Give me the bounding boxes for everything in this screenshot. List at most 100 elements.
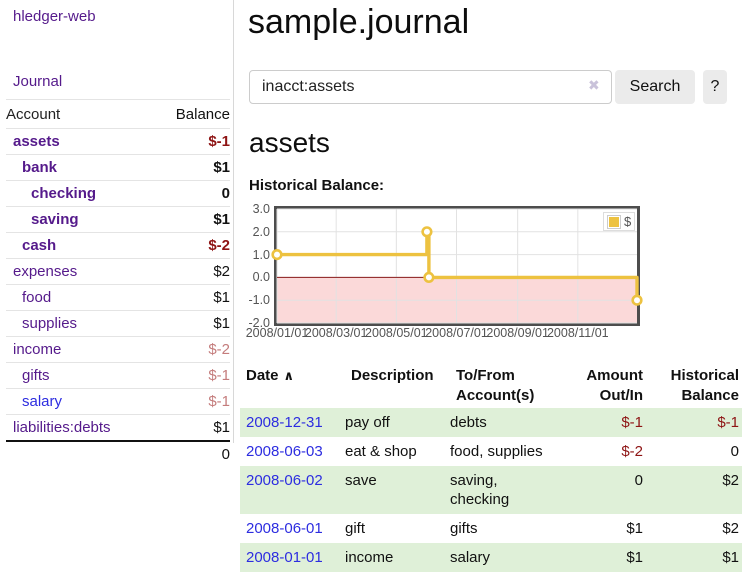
app-brand-link[interactable]: hledger-web bbox=[13, 8, 96, 25]
account-balance: $1 bbox=[153, 310, 230, 337]
transaction-description: eat & shop bbox=[345, 443, 417, 460]
register-row: 2008-01-01 income salary $1 $1 bbox=[240, 543, 742, 572]
accounts-header-row: Account Balance bbox=[6, 99, 230, 129]
account-balance: $1 bbox=[153, 206, 230, 233]
transaction-balance: $2 bbox=[722, 520, 739, 537]
account-balance: $-1 bbox=[153, 388, 230, 415]
account-link-saving[interactable]: saving bbox=[31, 211, 79, 228]
account-row: checking 0 bbox=[6, 180, 230, 207]
account-heading: assets bbox=[249, 127, 330, 158]
x-axis-tick-label: 2008/01/01 bbox=[245, 326, 309, 340]
account-balance: 0 bbox=[153, 180, 230, 207]
sort-ascending-icon: ∧ bbox=[283, 368, 295, 383]
account-link-liabilities-debts[interactable]: liabilities:debts bbox=[13, 419, 111, 436]
account-row: liabilities:debts $1 bbox=[6, 415, 230, 442]
search-button[interactable]: Search bbox=[615, 70, 695, 104]
register-row: 2008-06-03 eat & shop food, supplies $-2… bbox=[240, 437, 742, 466]
chart-legend: $ bbox=[603, 212, 636, 231]
transaction-amount: 0 bbox=[634, 472, 643, 489]
register-row: 2008-06-02 save saving, checking 0 $2 bbox=[240, 466, 742, 514]
clear-search-icon[interactable]: ✖ bbox=[588, 77, 600, 93]
chart-title: Historical Balance: bbox=[249, 177, 385, 194]
transaction-description: pay off bbox=[345, 414, 390, 431]
account-column-header: Account bbox=[6, 99, 154, 129]
account-row: income $-2 bbox=[6, 336, 230, 363]
transaction-balance: $1 bbox=[722, 549, 739, 566]
transaction-accounts: gifts bbox=[450, 520, 478, 537]
y-axis-tick-label: 2.0 bbox=[252, 224, 270, 239]
transaction-accounts: saving, checking bbox=[450, 472, 510, 508]
account-row: gifts $-1 bbox=[6, 362, 230, 389]
y-axis-tick-label: 1.0 bbox=[252, 247, 270, 262]
transaction-amount: $1 bbox=[626, 549, 643, 566]
register-row: 2008-12-31 pay off debts $-1 $-1 bbox=[240, 408, 742, 437]
transaction-accounts: salary bbox=[450, 549, 491, 566]
column-header-description[interactable]: Description bbox=[351, 367, 434, 384]
page-title: sample.journal bbox=[248, 3, 470, 41]
account-row: supplies $1 bbox=[6, 310, 230, 337]
sidebar-divider bbox=[233, 0, 234, 443]
account-link-gifts[interactable]: gifts bbox=[22, 367, 50, 384]
account-link-income[interactable]: income bbox=[13, 341, 62, 358]
account-link-assets[interactable]: assets bbox=[13, 133, 60, 150]
account-balance: $1 bbox=[213, 419, 230, 436]
column-header-date[interactable]: Date ∧ bbox=[246, 367, 295, 384]
transaction-description: save bbox=[345, 472, 377, 489]
sidebar-item-journal[interactable]: Journal bbox=[13, 73, 63, 90]
transaction-amount: $-2 bbox=[621, 443, 643, 460]
account-link-food[interactable]: food bbox=[22, 289, 52, 306]
account-balance: $-1 bbox=[153, 362, 230, 389]
help-button[interactable]: ? bbox=[703, 70, 727, 104]
account-row: cash $-2 bbox=[6, 232, 230, 259]
transaction-amount: $1 bbox=[626, 520, 643, 537]
transaction-date-link[interactable]: 2008-06-03 bbox=[246, 443, 323, 460]
y-axis-tick-label: 3.0 bbox=[252, 202, 270, 216]
account-row: bank $1 bbox=[6, 154, 230, 181]
account-link-cash[interactable]: cash bbox=[22, 237, 57, 254]
account-row: saving $1 bbox=[6, 206, 230, 233]
transaction-description: income bbox=[345, 549, 394, 566]
transaction-balance: $2 bbox=[722, 472, 739, 489]
transaction-accounts: debts bbox=[450, 414, 487, 431]
balance-column-header: Balance bbox=[153, 99, 230, 129]
transaction-date-link[interactable]: 2008-01-01 bbox=[246, 549, 323, 566]
account-row: assets $-1 bbox=[6, 128, 230, 155]
transaction-description: gift bbox=[345, 520, 366, 537]
accounts-total-row: 0 bbox=[6, 440, 230, 467]
account-link-salary[interactable]: salary bbox=[22, 393, 63, 410]
account-balance: $1 bbox=[153, 284, 230, 311]
account-link-supplies[interactable]: supplies bbox=[22, 315, 78, 332]
accounts-total: 0 bbox=[153, 440, 230, 467]
x-axis-tick-label: 2008/07/01 bbox=[425, 326, 488, 340]
account-balance: $1 bbox=[153, 154, 230, 181]
transaction-balance: $-1 bbox=[717, 414, 739, 431]
y-axis-tick-label: -2.0 bbox=[248, 316, 270, 330]
accounts-table: Account Balance assets $-1 bank $1 check… bbox=[6, 99, 230, 467]
transaction-date-link[interactable]: 2008-06-02 bbox=[246, 472, 323, 489]
account-link-bank[interactable]: bank bbox=[22, 159, 58, 176]
account-balance: $2 bbox=[153, 258, 230, 285]
legend-label: $ bbox=[624, 214, 632, 229]
column-header-amount[interactable]: Amount Out/In bbox=[586, 367, 643, 404]
transaction-date-link[interactable]: 2008-06-01 bbox=[246, 520, 323, 537]
column-header-balance[interactable]: Historical Balance bbox=[670, 367, 739, 404]
account-link-expenses[interactable]: expenses bbox=[13, 263, 78, 280]
register-table: Date ∧ Description To/From Account(s) Amo… bbox=[240, 363, 742, 572]
account-row: salary $-1 bbox=[6, 388, 230, 415]
register-row: 2008-06-01 gift gifts $1 $2 bbox=[240, 514, 742, 543]
register-header-row: Date ∧ Description To/From Account(s) Amo… bbox=[240, 363, 742, 408]
account-link-checking[interactable]: checking bbox=[31, 185, 97, 202]
y-axis-tick-label: 0.0 bbox=[252, 270, 270, 285]
total-spacer bbox=[6, 440, 154, 467]
historical-balance-chart bbox=[271, 206, 643, 326]
transaction-balance: 0 bbox=[730, 443, 739, 460]
legend-swatch-icon bbox=[607, 214, 621, 229]
column-header-tofrom[interactable]: To/From Account(s) bbox=[456, 367, 535, 404]
account-row: expenses $2 bbox=[6, 258, 230, 285]
search-input[interactable] bbox=[249, 70, 612, 104]
x-axis-tick-label: 2008/05/01 bbox=[365, 326, 428, 340]
account-row: food $1 bbox=[6, 284, 230, 311]
transaction-date-link[interactable]: 2008-12-31 bbox=[246, 414, 323, 431]
x-axis-tick-label: 2008/09/01 bbox=[486, 326, 549, 340]
transaction-accounts: food, supplies bbox=[450, 443, 543, 460]
